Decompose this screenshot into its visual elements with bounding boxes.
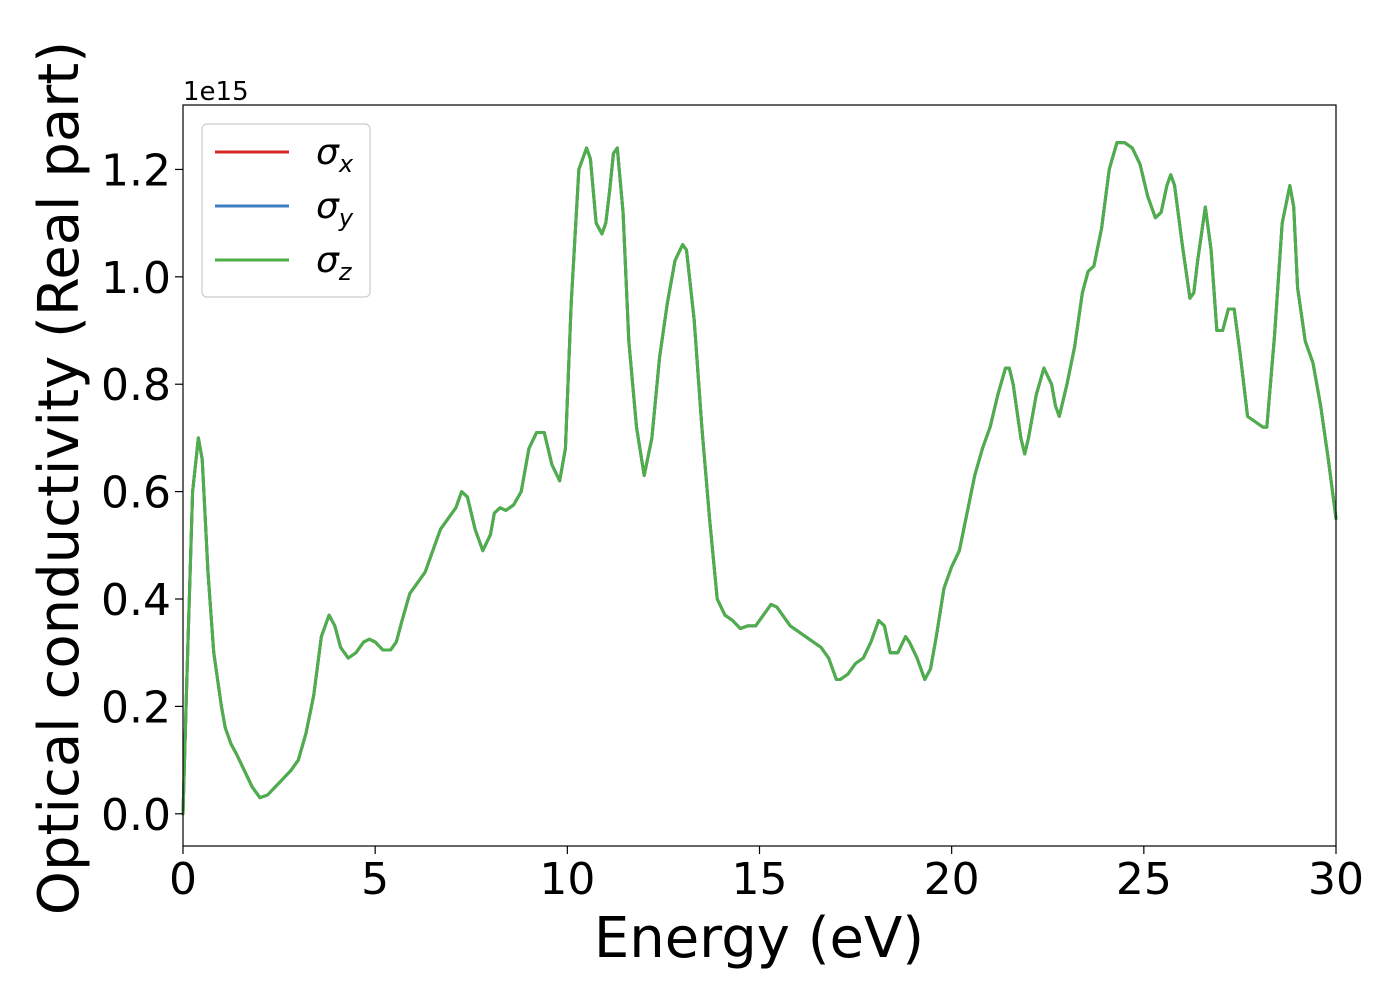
- y-tick-label: 0.6: [101, 468, 171, 519]
- legend-label-z: σz: [316, 240, 353, 286]
- series-layer: [181, 141, 1338, 816]
- y-tick-label: 1.2: [101, 145, 171, 196]
- x-tick-label: 30: [1308, 854, 1364, 905]
- x-tick-label: 20: [924, 854, 980, 905]
- y-tick-label: 0.4: [101, 575, 171, 626]
- legend-box: [201, 123, 371, 298]
- y-axis-label: Optical conductivity (Real part): [27, 41, 92, 915]
- x-tick-label: 25: [1116, 854, 1172, 905]
- y-tick-label: 0.0: [101, 790, 171, 841]
- series-line-z: [181, 141, 1338, 816]
- x-axis-ticks: 0 5 10 15 20 25 30: [169, 846, 1364, 905]
- legend-label-y: σy: [316, 186, 354, 232]
- plot-area: [181, 104, 1338, 847]
- y-tick-label: 0.8: [101, 360, 171, 411]
- y-tick-label: 1.0: [101, 253, 171, 304]
- y-tick-label: 0.2: [101, 682, 171, 733]
- x-tick-label: 5: [361, 854, 389, 905]
- y-axis-offset-label: 1e15: [183, 77, 249, 107]
- x-tick-label: 10: [539, 854, 595, 905]
- legend-label-x: σx: [316, 132, 354, 178]
- x-tick-label: 15: [732, 854, 788, 905]
- x-axis-label: Energy (eV): [594, 906, 924, 971]
- legend: σx σy σz: [201, 123, 371, 298]
- y-axis-ticks: 0.0 0.2 0.4 0.6 0.8 1.0 1.2: [101, 145, 183, 841]
- x-tick-label: 0: [169, 854, 197, 905]
